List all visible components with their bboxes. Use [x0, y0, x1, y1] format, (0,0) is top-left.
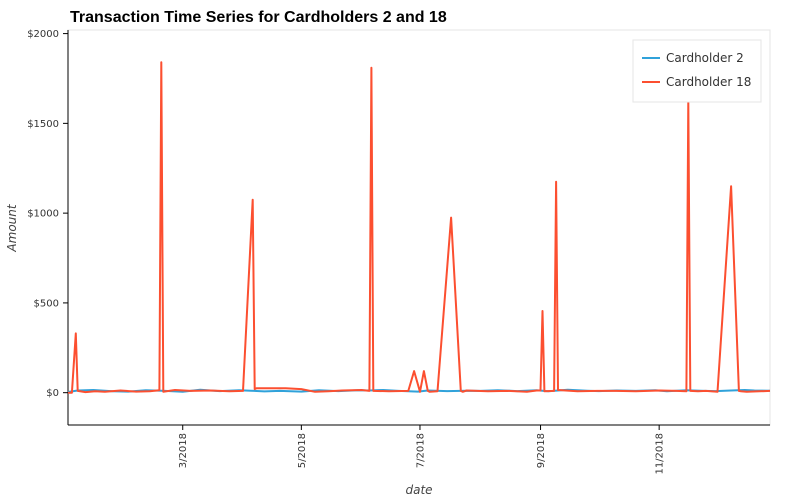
x-tick-label: 11/2018 [655, 433, 666, 475]
x-tick-label: 7/2018 [415, 433, 426, 468]
legend: Cardholder 2 Cardholder 18 [632, 39, 762, 103]
x-tick-label: 3/2018 [178, 433, 189, 468]
legend-label-cardholder-2: Cardholder 2 [666, 51, 744, 65]
series-line-cardholder-18[interactable] [68, 61, 771, 394]
legend-item-cardholder-18[interactable]: Cardholder 18 [642, 75, 751, 89]
chart-title: Transaction Time Series for Cardholders … [70, 9, 447, 26]
legend-label-cardholder-18: Cardholder 18 [666, 75, 751, 89]
x-tick-label: 9/2018 [536, 433, 547, 468]
x-tick-label: 5/2018 [297, 433, 308, 468]
y-tick-label: $2000 [27, 29, 59, 40]
x-axis-ticks: 3/2018 5/2018 7/2018 9/2018 11/2018 [178, 425, 666, 475]
y-axis-ticks: $0 $500 $1000 $1500 $2000 [27, 29, 68, 399]
series-lines [67, 61, 771, 394]
x-axis-label: date [405, 483, 432, 497]
y-tick-label: $0 [46, 388, 59, 399]
y-tick-label: $1500 [27, 119, 59, 130]
y-tick-label: $500 [34, 298, 59, 309]
y-tick-label: $1000 [27, 209, 59, 220]
legend-item-cardholder-2[interactable]: Cardholder 2 [642, 51, 744, 65]
y-axis-label: Amount [5, 203, 19, 252]
legend-box [632, 39, 762, 103]
